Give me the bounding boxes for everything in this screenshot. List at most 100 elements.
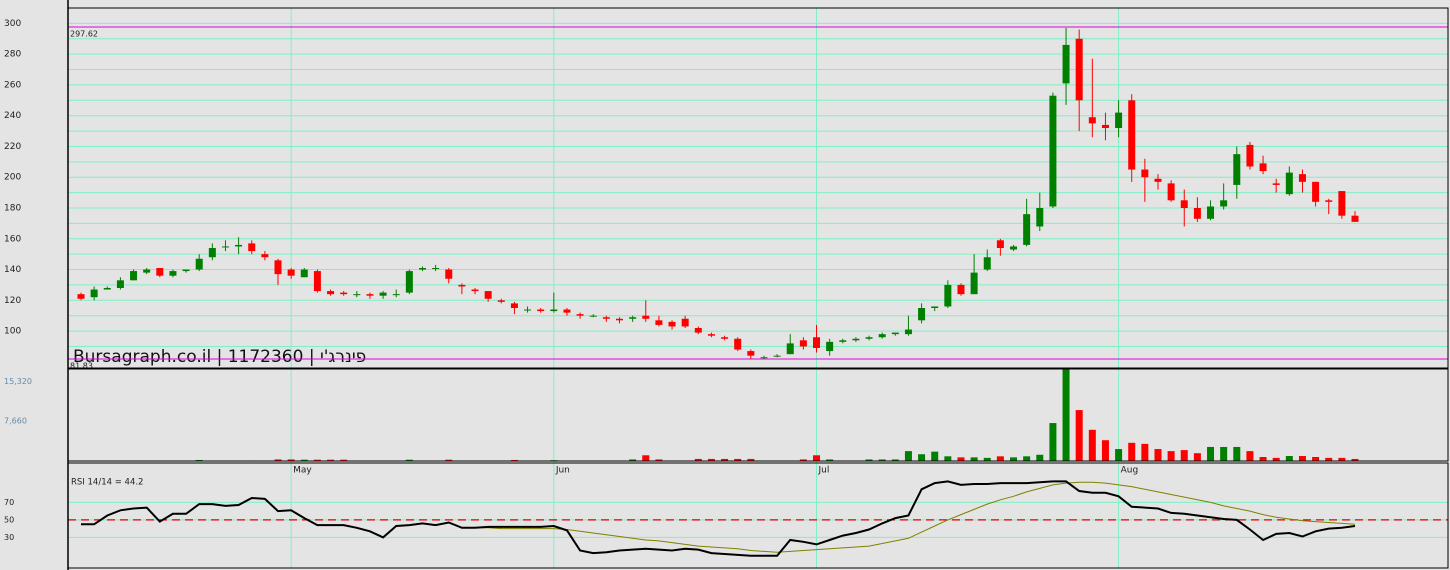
watermark: Bursagraph.co.il | 1172360 | פינרג'י (73, 347, 366, 367)
candle-body (878, 334, 886, 338)
candle-body (1180, 200, 1188, 208)
candle-body (1233, 154, 1241, 185)
volume-bar (1128, 442, 1136, 461)
candle-body (143, 269, 151, 273)
volume-bar (721, 458, 729, 461)
candle-body (1298, 174, 1306, 182)
candle-body (1259, 163, 1267, 172)
candle-body (931, 306, 939, 308)
volume-bar (1115, 449, 1123, 461)
volume-bar (1207, 446, 1215, 461)
volume-bar (1338, 457, 1346, 461)
volume-bar (983, 457, 991, 461)
candle-body (799, 340, 807, 347)
x-tick-label: Jun (555, 466, 570, 476)
x-tick-label: May (293, 466, 312, 476)
volume-bar (445, 459, 453, 461)
volume-bar (1036, 454, 1044, 461)
volume-bar (1088, 429, 1096, 461)
y-tick-label: 180 (4, 204, 21, 214)
candle-body (747, 351, 755, 356)
candle-body (760, 357, 768, 359)
candle-body (629, 317, 637, 319)
volume-bar (1010, 457, 1018, 461)
level-label: 81.83 (70, 362, 93, 371)
candle-body (1101, 124, 1109, 128)
candle-body (208, 248, 216, 258)
candle-body (721, 337, 729, 339)
y-tick-label: 280 (4, 50, 21, 60)
volume-bar (1141, 443, 1149, 461)
candle-body (471, 289, 479, 292)
volume-bar (313, 459, 321, 461)
candle-body (392, 294, 400, 296)
candle-body (484, 291, 492, 299)
candle-body (576, 314, 584, 316)
candle-body (537, 309, 545, 312)
candle-body (563, 309, 571, 313)
x-tick-label: Aug (1121, 466, 1139, 476)
candle-body (615, 318, 623, 321)
candle-body (1062, 44, 1070, 84)
candle-body (602, 317, 610, 319)
y-tick-label: 220 (4, 142, 21, 152)
candle-body (1036, 208, 1044, 227)
y-tick-label: 160 (4, 234, 21, 244)
candle-body (970, 272, 978, 295)
candle-body (1220, 200, 1228, 207)
candle-body (524, 309, 532, 311)
candle-body (235, 244, 243, 247)
volume-bar (1259, 456, 1267, 461)
volume-bar (274, 459, 282, 461)
volume-bar (1312, 456, 1320, 461)
volume-bar (1285, 456, 1293, 461)
candle-body (497, 300, 505, 302)
candle-body (773, 355, 781, 357)
candle-body (340, 292, 348, 295)
volume-bar (1062, 369, 1070, 461)
candle-body (248, 243, 256, 252)
y-tick-label: 15,320 (4, 377, 32, 386)
candle-body (1207, 206, 1215, 219)
y-tick-label: 30 (4, 533, 14, 542)
volume-bar (904, 451, 912, 461)
volume-bar (918, 454, 926, 461)
volume-bar (747, 458, 755, 461)
candle-body (826, 341, 834, 352)
candle-body (182, 269, 190, 272)
candle-body (1246, 144, 1254, 167)
candle-body (1272, 183, 1280, 185)
candle-body (77, 294, 85, 299)
candle-body (510, 303, 518, 308)
candle-body (221, 246, 229, 248)
volume-bar (1023, 456, 1031, 461)
volume-bar (891, 459, 899, 461)
volume-bar (957, 457, 965, 461)
volume-bar (642, 455, 650, 461)
candle-body (694, 328, 702, 333)
panel-label: RSI 14/14 = 44.2 (71, 478, 143, 488)
candle-body (1023, 214, 1031, 245)
volume-bar (996, 456, 1004, 461)
candle-body (261, 254, 269, 258)
candle-body (103, 288, 111, 290)
volume-bar (944, 456, 952, 461)
x-tick-label: Jul (818, 466, 830, 476)
volume-bar (405, 459, 413, 461)
candle-body (379, 292, 387, 296)
volume-bar (655, 459, 663, 461)
candle-body (904, 329, 912, 335)
candle-body (642, 315, 650, 319)
volume-bar (1180, 450, 1188, 461)
candle-body (1115, 112, 1123, 128)
candle-body (195, 258, 203, 270)
candle-body (1351, 215, 1359, 222)
volume-bar (1325, 457, 1333, 461)
candle-body (813, 337, 821, 348)
volume-bar (327, 459, 335, 461)
volume-bar (510, 459, 518, 461)
volume-bar (707, 458, 715, 461)
candle-body (996, 240, 1004, 248)
volume-bar (1220, 446, 1228, 461)
candle-body (1049, 95, 1057, 207)
